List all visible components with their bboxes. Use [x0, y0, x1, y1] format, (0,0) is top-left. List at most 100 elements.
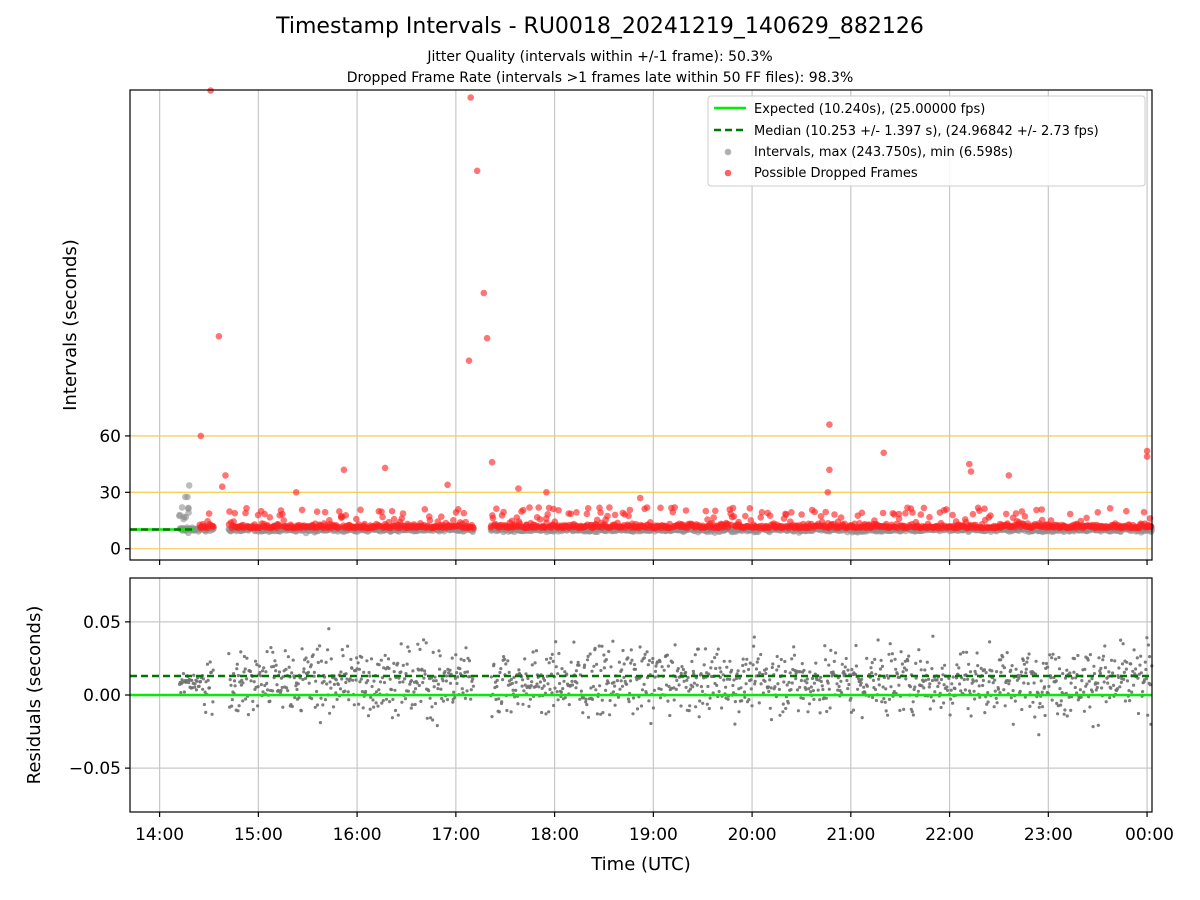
- dropped-frame-point: [895, 515, 903, 522]
- residual-point: [328, 680, 332, 684]
- residual-point: [1121, 642, 1125, 646]
- residual-point: [928, 707, 932, 711]
- residual-point: [1065, 668, 1069, 672]
- residual-point: [391, 697, 395, 702]
- residual-point: [380, 701, 384, 705]
- residual-point: [880, 700, 884, 704]
- top-y-axis-label: Intervals (seconds): [60, 239, 81, 411]
- residual-point: [795, 688, 800, 692]
- residual-point: [459, 657, 463, 661]
- residual-point: [1033, 715, 1037, 719]
- residual-point: [420, 667, 424, 671]
- residual-point: [1072, 657, 1077, 661]
- residual-point: [900, 662, 905, 666]
- residual-point: [832, 659, 836, 664]
- residual-point: [463, 696, 467, 701]
- dropped-frame-point: [643, 504, 651, 511]
- residual-point: [1040, 690, 1044, 694]
- residual-point: [996, 687, 1001, 691]
- residual-point: [396, 713, 400, 717]
- residual-point: [639, 704, 644, 708]
- dropped-frame-point: [470, 524, 477, 532]
- residual-point: [912, 687, 916, 692]
- residual-point: [688, 687, 693, 691]
- residual-point: [951, 675, 955, 679]
- residual-point: [578, 697, 582, 701]
- residual-point: [608, 698, 612, 703]
- residual-point: [638, 645, 642, 649]
- residual-point: [1090, 690, 1094, 694]
- residual-point: [744, 682, 748, 686]
- residual-point: [428, 716, 433, 720]
- residual-point: [431, 650, 435, 655]
- dropped-frame-point: [390, 515, 398, 523]
- residual-point: [823, 644, 827, 648]
- residual-point: [261, 669, 265, 673]
- residual-point: [522, 689, 526, 693]
- residual-point: [856, 687, 860, 691]
- legend-intervals-swatch: [724, 148, 732, 156]
- residual-point: [201, 687, 205, 691]
- residual-point: [585, 703, 589, 707]
- residual-point: [834, 651, 838, 655]
- residual-point: [572, 640, 576, 644]
- residual-point: [230, 704, 234, 708]
- residual-point: [713, 656, 717, 660]
- residual-point: [370, 684, 374, 689]
- residual-point: [1019, 670, 1024, 674]
- residual-point: [273, 659, 277, 663]
- residual-point: [880, 664, 885, 669]
- residual-point: [1136, 676, 1140, 680]
- residual-point: [1058, 687, 1062, 691]
- residual-point: [533, 661, 537, 665]
- residual-point: [360, 690, 365, 694]
- residual-point: [874, 672, 878, 676]
- residual-point: [1072, 670, 1076, 674]
- residual-point: [437, 649, 441, 653]
- residual-point: [910, 710, 914, 714]
- residual-point: [190, 678, 194, 682]
- residual-point: [328, 711, 332, 715]
- residual-point: [309, 663, 313, 667]
- dropped-frame-outlier: [465, 357, 473, 365]
- residual-point: [341, 654, 345, 658]
- residual-point: [514, 688, 518, 693]
- residual-point: [889, 659, 894, 663]
- residual-point: [1132, 648, 1136, 652]
- residual-point: [916, 689, 921, 693]
- residual-point: [574, 669, 579, 673]
- residual-point: [1109, 658, 1114, 662]
- residual-point: [454, 653, 458, 657]
- residual-point: [194, 688, 198, 692]
- residual-point: [444, 679, 448, 683]
- residual-point: [1129, 662, 1133, 666]
- residual-point: [890, 652, 895, 656]
- residual-point: [509, 677, 513, 682]
- dropped-frame-point: [210, 523, 217, 530]
- residual-point: [1005, 651, 1009, 655]
- residual-point: [941, 673, 945, 677]
- residual-point: [823, 658, 828, 662]
- residual-point: [1044, 661, 1049, 666]
- residual-point: [631, 712, 635, 716]
- residual-point: [306, 670, 310, 674]
- residual-point: [1063, 676, 1068, 680]
- residual-point: [314, 679, 318, 683]
- residual-point: [469, 688, 473, 692]
- dropped-frame-point: [710, 514, 717, 521]
- residual-point: [828, 706, 832, 710]
- residual-point: [521, 702, 525, 706]
- dropped-frame-point: [519, 506, 527, 514]
- residual-point: [366, 714, 371, 718]
- residual-point: [788, 671, 792, 675]
- residual-point: [1111, 671, 1115, 675]
- residual-point: [708, 696, 712, 700]
- residual-point: [999, 670, 1003, 674]
- dropped-frame-outlier: [222, 472, 229, 479]
- residual-point: [236, 709, 240, 713]
- residual-point: [517, 668, 521, 672]
- residual-point: [1048, 653, 1052, 657]
- residual-point: [417, 668, 421, 672]
- residual-point: [210, 712, 214, 716]
- residual-point: [681, 667, 686, 672]
